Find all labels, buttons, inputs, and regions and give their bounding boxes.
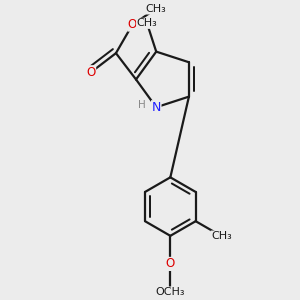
Text: O: O xyxy=(166,257,175,270)
Text: CH₃: CH₃ xyxy=(137,18,158,28)
Text: O: O xyxy=(86,66,96,79)
Text: CH₃: CH₃ xyxy=(146,4,166,14)
Text: H: H xyxy=(138,100,146,110)
Text: O: O xyxy=(128,18,137,31)
Text: N: N xyxy=(152,101,161,114)
Text: CH₃: CH₃ xyxy=(211,231,232,241)
Text: OCH₃: OCH₃ xyxy=(156,287,185,297)
